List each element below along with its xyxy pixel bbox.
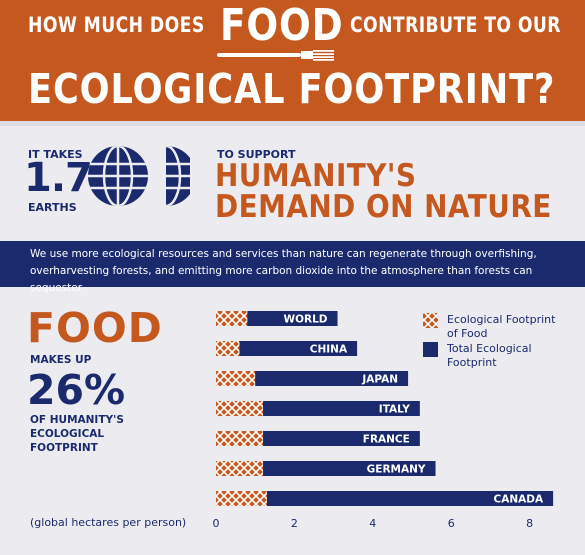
x-tick-label: 2 (291, 517, 298, 530)
x-tick-label: 6 (448, 517, 455, 530)
category-label-germany: GERMANY (367, 464, 426, 476)
category-label-china: CHINA (310, 344, 348, 356)
bar-total-germany (216, 461, 436, 476)
x-tick-label: 4 (369, 517, 376, 530)
to-support-label: TO SUPPORT (217, 148, 296, 161)
category-label-italy: ITALY (379, 404, 410, 416)
globe-full-icon (88, 146, 148, 206)
bar-total-china (216, 341, 358, 356)
bar-food-world (216, 311, 248, 326)
x-tick-label: 8 (526, 517, 533, 530)
header-title: ECOLOGICAL FOOTPRINT? (28, 65, 556, 113)
category-label-france: FRANCE (363, 434, 410, 446)
food-percent: 26% (27, 366, 126, 414)
globe-partial-icon (150, 144, 190, 208)
demand-line-2: DEMAND ON NATURE (215, 189, 552, 225)
header-banner: HOW MUCH DOES FOOD CONTRIBUTE TO OUR ECO… (0, 0, 585, 121)
header-food-word: FOOD (220, 0, 344, 51)
globes-icon (88, 144, 190, 208)
header-line1-right: CONTRIBUTE TO OUR (350, 13, 561, 37)
legend-label-total: Total Ecological Footprint (447, 342, 532, 369)
makes-up-label: MAKES UP (30, 354, 92, 366)
header-line1-left: HOW MUCH DOES (28, 13, 205, 37)
legend-swatch-food (423, 313, 438, 328)
bar-food-italy (216, 401, 264, 416)
food-sub-line-1: OF HUMANITY'S (30, 414, 124, 426)
bar-food-canada (216, 491, 267, 506)
bar-total-canada (216, 491, 554, 506)
demand-line-1: HUMANITY'S (215, 158, 417, 194)
bar-total-france (216, 431, 420, 446)
category-label-japan: JAPAN (361, 374, 398, 386)
fork-icon (217, 50, 334, 61)
x-axis-unit-label: (global hectares per person) (30, 516, 187, 529)
info-band: We use more ecological resources and ser… (0, 241, 585, 294)
category-label-world: WORLD (284, 314, 328, 326)
food-sub-line-3: FOOTPRINT (30, 442, 98, 454)
earths-label: EARTHS (28, 201, 77, 214)
legend-swatch-total (423, 342, 438, 357)
bar-food-japan (216, 371, 256, 386)
bar-food-china (216, 341, 240, 356)
category-label-canada: CANADA (494, 494, 544, 506)
x-tick-label: 0 (213, 517, 220, 530)
legend-label-food: Ecological Footprint of Food (447, 313, 556, 340)
bar-food-france (216, 431, 264, 446)
food-sub-line-2: ECOLOGICAL (30, 428, 105, 440)
info-band-text: We use more ecological resources and ser… (30, 248, 537, 294)
bar-total-italy (216, 401, 420, 416)
bar-food-germany (216, 461, 264, 476)
bar-total-japan (216, 371, 409, 386)
it-takes-label: IT TAKES (28, 148, 83, 161)
earths-number: 1.7 (24, 155, 93, 201)
header-divider (0, 121, 585, 126)
food-heading: FOOD (27, 304, 163, 352)
